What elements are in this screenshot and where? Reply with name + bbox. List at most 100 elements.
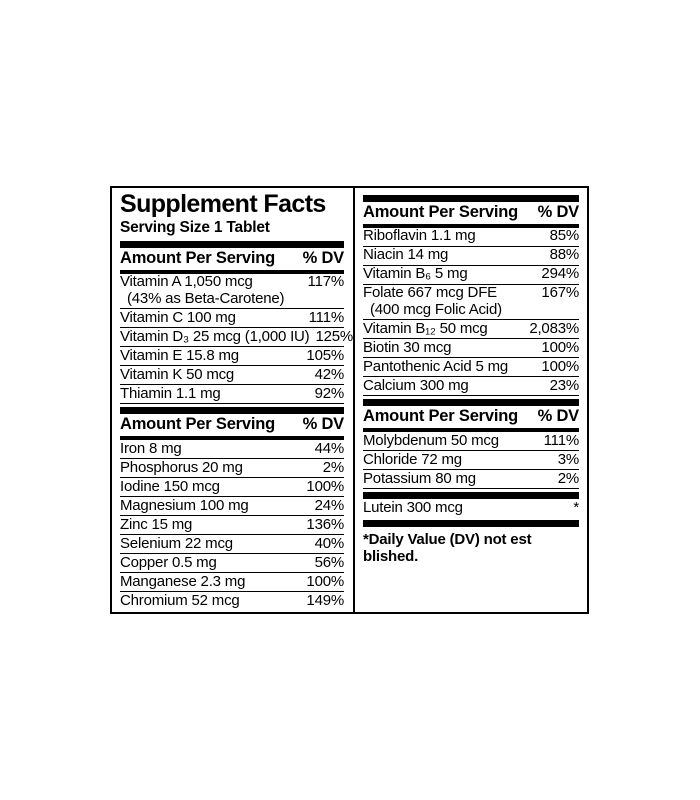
- nutrient-dv: 42%: [314, 365, 345, 383]
- supplement-facts-panel: Supplement Facts Serving Size 1 Tablet A…: [110, 186, 589, 614]
- nutrient-dv: 24%: [314, 496, 345, 514]
- nutrient-section: Amount Per Serving % DV Riboflavin 1.1 mg 8…: [363, 195, 580, 397]
- nutrient-name-text: Lutein 300 mcg: [363, 498, 463, 516]
- nutrient-dv: 111%: [543, 431, 580, 449]
- amount-per-serving-header: Amount Per Serving % DV: [363, 202, 579, 224]
- nutrient-name: Riboflavin 1.1 mg: [363, 228, 476, 245]
- nutrient-name-text: Vitamin D₃ 25 mcg (1,000 IU): [120, 327, 310, 345]
- nutrient-name-text: Vitamin K 50 mcg: [120, 365, 235, 383]
- nutrient-name: Lutein 300 mcg: [363, 498, 463, 517]
- nutrient-name-text: Folate 667 mcg DFE: [363, 284, 497, 302]
- nutrient-dv: 100%: [541, 338, 579, 356]
- nutrient-dv: 111%: [308, 308, 345, 326]
- nutrient-dv: 294%: [541, 265, 579, 283]
- nutrient-subnote: (400 mcg Folic Acid): [370, 300, 502, 318]
- nutrient-row: Zinc 15 mg 136%: [120, 516, 344, 536]
- section-separator-bar: [120, 241, 344, 249]
- nutrient-row: Biotin 30 mcg 100%: [363, 338, 579, 359]
- nutrient-row: Magnesium 100 mg 24%: [120, 496, 345, 517]
- amount-header-label: Amount Per Serving: [363, 407, 519, 426]
- dv-header-label: % DV: [302, 249, 345, 268]
- nutrient-name-text: Magnesium 100 mg: [120, 496, 249, 514]
- nutrient-name: Vitamin B₆ 5 mg: [363, 265, 468, 283]
- nutrient-dv: 100%: [541, 357, 579, 375]
- nutrient-dv: 167%: [541, 284, 579, 302]
- nutrient-row: Vitamin E 15.8 mg 105%: [120, 347, 344, 367]
- nutrient-subnote: (43% as Beta-Carotene): [127, 289, 285, 307]
- nutrient-dv: 23%: [549, 376, 580, 394]
- header-underline-bar: [120, 269, 344, 274]
- nutrient-row: Folate 667 mcg DFE (400 mcg Folic Acid) 16…: [363, 285, 579, 321]
- nutrient-name-text: Copper 0.5 mg: [120, 553, 217, 571]
- nutrient-dv: 117%: [307, 273, 345, 291]
- nutrient-name-text: Vitamin B₁₂ 50 mcg: [363, 319, 488, 337]
- nutrient-name: Calcium 300 mg: [363, 377, 469, 395]
- left-sections: Amount Per Serving % DV Vitamin A 1,050 mc…: [120, 241, 353, 610]
- nutrient-name: Chloride 72 mg: [363, 451, 462, 469]
- nutrient-dv: 44%: [314, 439, 345, 457]
- nutrient-row: Manganese 2.3 mg 100%: [120, 572, 344, 593]
- nutrient-name-text: Vitamin C 100 mg: [120, 308, 236, 326]
- nutrient-name: Vitamin C 100 mg: [120, 308, 236, 327]
- nutrient-name: Manganese 2.3 mg: [120, 572, 246, 591]
- amount-per-serving-header: Amount Per Serving % DV: [120, 248, 344, 270]
- nutrient-name: Thiamin 1.1 mg: [120, 384, 221, 403]
- nutrient-row: Phosphorus 20 mg 2%: [120, 458, 344, 479]
- nutrient-name-text: Vitamin A 1,050 mcg: [120, 273, 253, 291]
- nutrient-dv: 2%: [322, 458, 344, 476]
- nutrient-name-text: Manganese 2.3 mg: [120, 572, 246, 590]
- right-sections: Amount Per Serving % DV Riboflavin 1.1 mg 8…: [363, 195, 579, 517]
- dv-header-label: % DV: [302, 415, 345, 434]
- nutrient-row: Copper 0.5 mg 56%: [120, 553, 344, 574]
- nutrient-dv: 88%: [549, 246, 580, 264]
- nutrient-row: Vitamin A 1,050 mcg (43% as Beta-Carotene…: [120, 274, 344, 310]
- header-underline-bar: [120, 436, 344, 441]
- nutrient-name: Phosphorus 20 mg: [120, 459, 243, 477]
- nutrient-dv: 85%: [549, 227, 580, 245]
- footnote: *Daily Value (DV) not est blished.: [363, 531, 540, 566]
- nutrient-name: Iodine 150 mcg: [120, 477, 220, 496]
- nutrient-dv: 2,083%: [529, 319, 579, 337]
- nutrient-row: Vitamin B₁₂ 50 mcg 2,083%: [363, 319, 579, 340]
- nutrient-dv: 149%: [306, 591, 344, 609]
- nutrient-name: Vitamin B₁₂ 50 mcg: [363, 319, 488, 338]
- dv-header-label: % DV: [537, 203, 580, 221]
- nutrient-row: Molybdenum 50 mcg 111%: [363, 431, 580, 452]
- nutrient-dv: 2%: [557, 469, 579, 487]
- nutrient-name-text: Thiamin 1.1 mg: [120, 384, 221, 402]
- section-separator-bar: [120, 407, 344, 415]
- nutrient-name-text: Molybdenum 50 mcg: [363, 431, 499, 449]
- serving-size: Serving Size 1 Tablet: [120, 219, 270, 236]
- nutrient-name: Vitamin D₃ 25 mcg (1,000 IU): [120, 327, 310, 346]
- nutrient-section: Amount Per Serving % DV Vitamin A 1,050 mc…: [120, 241, 353, 405]
- nutrient-name: Pantothenic Acid 5 mg: [363, 357, 509, 376]
- nutrient-name-text: Iodine 150 mcg: [120, 477, 220, 495]
- nutrient-row: Vitamin D₃ 25 mcg (1,000 IU) 125%: [120, 327, 353, 348]
- footnote-separator-bar: [363, 520, 579, 528]
- nutrient-row: Lutein 300 mcg *: [363, 499, 579, 517]
- nutrient-name: Biotin 30 mcg: [363, 338, 452, 357]
- nutrient-dv: 40%: [314, 534, 345, 552]
- section-separator-bar: [363, 195, 579, 202]
- nutrient-name-text: Pantothenic Acid 5 mg: [363, 357, 509, 375]
- nutrient-dv: *: [573, 498, 579, 516]
- section-separator-bar: [363, 399, 579, 407]
- nutrient-row: Pantothenic Acid 5 mg 100%: [363, 357, 579, 378]
- nutrient-name-text: Vitamin B₆ 5 mg: [363, 265, 468, 283]
- nutrient-row: Chromium 52 mcg 149%: [120, 592, 344, 610]
- nutrient-section: Amount Per Serving% DV Iron 8 mg 44% Phosph…: [120, 407, 344, 610]
- nutrient-dv: 100%: [306, 477, 344, 495]
- nutrient-row: Niacin 14 mg 88%: [363, 247, 579, 266]
- nutrient-row: Potassium 80 mg 2%: [363, 469, 579, 490]
- amount-header-label: Amount Per Serving: [120, 249, 276, 268]
- nutrient-name: Folate 667 mcg DFE (400 mcg Folic Acid): [363, 285, 502, 318]
- left-column: Supplement Facts Serving Size 1 Tablet A…: [112, 188, 355, 612]
- nutrient-name-text: Selenium 22 mcg: [120, 534, 233, 552]
- nutrient-name-text: Niacin 14 mg: [363, 246, 449, 264]
- nutrient-dv: 125%: [315, 327, 354, 345]
- nutrient-row: Chloride 72 mg 3%: [363, 451, 579, 471]
- nutrient-section: Amount Per Serving % DV Molybdenum 50 mcg 1…: [363, 399, 580, 490]
- nutrient-name-text: Biotin 30 mcg: [363, 338, 452, 356]
- nutrient-name: Molybdenum 50 mcg: [363, 431, 499, 450]
